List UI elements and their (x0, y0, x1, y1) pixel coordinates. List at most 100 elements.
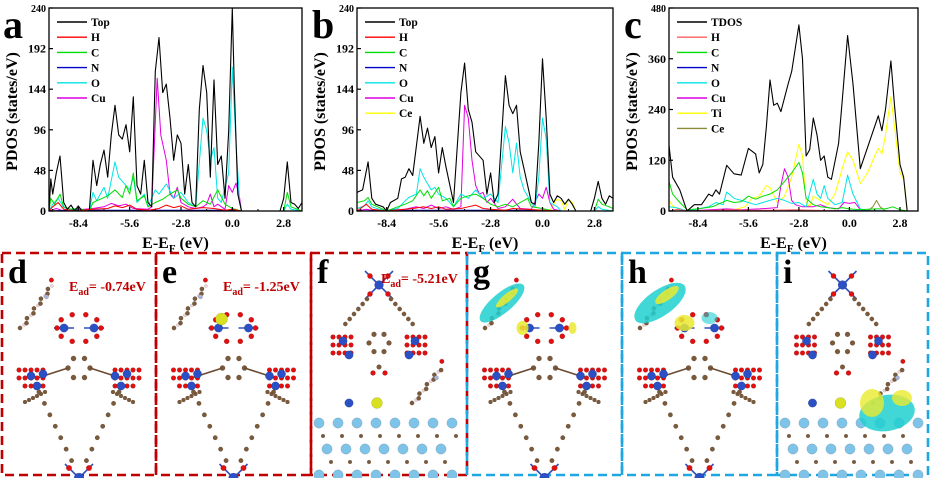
atom (582, 390, 587, 395)
atom (864, 444, 874, 454)
atom (260, 413, 265, 418)
atom (560, 317, 565, 322)
atom (428, 470, 438, 478)
atom (192, 301, 196, 305)
atom (241, 465, 247, 471)
atom (202, 413, 207, 418)
legend-label-n: N (399, 63, 408, 75)
y-tick-label: 192 (28, 42, 46, 56)
atom (856, 470, 866, 478)
atom (383, 371, 388, 376)
atom (111, 372, 119, 380)
atom (913, 418, 923, 428)
atom (820, 307, 824, 311)
atom (333, 470, 343, 478)
atom (577, 390, 581, 394)
series-line-o (357, 118, 613, 211)
atom (191, 390, 196, 395)
atom (367, 341, 372, 346)
atom (871, 460, 875, 464)
atom (818, 418, 828, 428)
panel-label-i: i (783, 254, 792, 291)
atom (33, 382, 41, 390)
atom (389, 297, 393, 301)
series-line-cu (357, 105, 613, 211)
atom (83, 339, 88, 344)
atom (497, 396, 501, 400)
atom (60, 324, 69, 333)
atom (42, 401, 47, 406)
atom (17, 376, 22, 381)
atom (340, 434, 344, 438)
structure-panel-h: h (622, 253, 777, 478)
atom (808, 399, 817, 408)
x-tick-label: 2.8 (892, 216, 907, 230)
atom (788, 444, 798, 454)
atom (802, 337, 810, 345)
legend-label-o: O (91, 78, 100, 90)
atom (845, 332, 850, 337)
atom (739, 368, 744, 373)
atom (24, 321, 28, 325)
atom (886, 335, 891, 340)
mof-arms (37, 390, 122, 478)
atom (837, 418, 847, 428)
atom (236, 356, 241, 361)
series-group (49, 8, 302, 211)
atom (417, 396, 421, 400)
atom (352, 470, 362, 478)
atom (710, 324, 719, 333)
atom (372, 332, 377, 337)
atom (875, 470, 885, 478)
atom (71, 375, 76, 380)
atom (411, 337, 419, 345)
atom (177, 384, 182, 389)
atom (213, 334, 218, 339)
atom (178, 321, 182, 325)
atom (743, 370, 751, 378)
legend-label-h: H (399, 32, 408, 44)
atom (131, 376, 136, 381)
atom (812, 335, 817, 340)
series-line-top (357, 59, 613, 211)
atom (46, 287, 50, 291)
atom (844, 434, 848, 438)
atom (732, 390, 736, 394)
legend-label-ce: Ce (711, 123, 724, 135)
atom (715, 435, 720, 440)
atom (331, 335, 336, 340)
atom (500, 368, 505, 373)
x-tick-label: -5.6 (120, 216, 139, 230)
atom (204, 284, 207, 287)
atom (863, 434, 867, 438)
atom (94, 334, 99, 339)
atom (566, 424, 571, 429)
atom (390, 470, 400, 478)
atom (489, 400, 493, 404)
atom (549, 312, 554, 317)
atom (18, 326, 22, 330)
atom (644, 400, 648, 404)
atom (668, 413, 673, 418)
atom (653, 382, 661, 390)
atom (846, 371, 851, 376)
atom (901, 434, 905, 438)
atom (131, 384, 136, 389)
atom (197, 401, 202, 406)
atom (98, 325, 103, 330)
atom (800, 351, 805, 356)
atom (794, 343, 799, 348)
plot-frame (49, 8, 302, 211)
atom (828, 297, 832, 301)
atom (425, 382, 429, 386)
atom (182, 398, 186, 402)
atom (372, 398, 383, 409)
legend-label-o: O (399, 78, 408, 90)
atom (502, 390, 507, 395)
mof-side-cluster (171, 368, 222, 404)
atom (547, 356, 552, 361)
atom (409, 418, 419, 428)
atom (799, 470, 809, 478)
atom (331, 343, 336, 348)
